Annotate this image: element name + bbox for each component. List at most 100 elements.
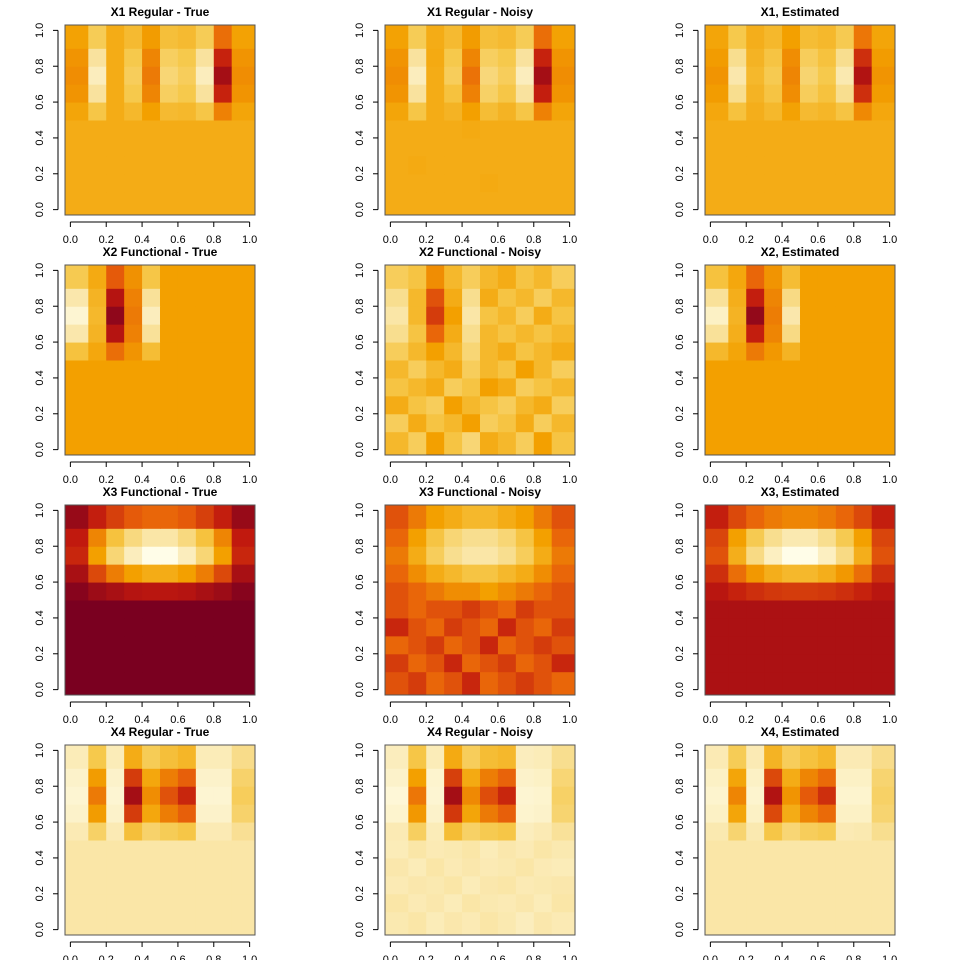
heat-cell xyxy=(817,635,837,655)
heat-cell xyxy=(106,395,125,415)
heat-cell xyxy=(853,582,873,601)
x-tick-label: 0.0 xyxy=(703,234,718,246)
x-tick-label: 0.8 xyxy=(206,234,221,246)
heat-cell xyxy=(88,155,107,175)
heat-cell xyxy=(88,265,107,289)
heat-cell xyxy=(871,360,896,379)
heat-cell xyxy=(746,191,765,216)
heat-cell xyxy=(480,546,499,565)
heat-cell xyxy=(705,653,729,673)
heat-cell xyxy=(480,911,499,936)
panel-title: X2 Functional - True xyxy=(103,245,218,259)
heat-cell xyxy=(853,893,873,913)
heat-cell xyxy=(533,671,553,696)
heat-cell xyxy=(764,155,783,175)
heat-cell xyxy=(835,911,855,936)
heat-cell xyxy=(65,671,89,696)
heat-cell xyxy=(177,173,197,193)
heat-cell xyxy=(195,288,215,307)
heat-cell xyxy=(835,155,855,175)
heat-cell xyxy=(231,102,256,121)
heat-cell xyxy=(480,102,499,121)
heat-cell xyxy=(160,911,179,936)
heat-cell xyxy=(195,582,215,601)
y-tick-label: 0.0 xyxy=(354,442,366,457)
x-tick-label: 0.4 xyxy=(454,714,469,726)
heat-cell xyxy=(213,66,233,85)
heat-cell xyxy=(480,528,499,547)
heat-cell xyxy=(764,768,783,787)
heat-cell xyxy=(462,155,481,175)
heat-cell xyxy=(142,745,161,769)
heat-cell xyxy=(746,822,765,841)
heat-cell xyxy=(705,306,729,325)
heat-cell xyxy=(231,840,256,859)
heat-cell xyxy=(65,84,89,103)
heat-cell xyxy=(782,48,801,67)
heat-cell xyxy=(88,875,107,895)
heat-cell xyxy=(124,173,143,193)
x-tick-label: 0.2 xyxy=(419,234,434,246)
y-tick-label: 0.0 xyxy=(674,682,686,697)
heat-cell xyxy=(817,617,837,637)
heat-cell xyxy=(515,635,535,655)
plot-frame xyxy=(384,264,576,456)
heat-cell xyxy=(195,324,215,343)
heat-cell xyxy=(426,786,445,805)
heat-cell xyxy=(177,745,197,769)
heat-cell xyxy=(213,617,233,637)
heat-cell xyxy=(160,768,179,787)
heat-cell xyxy=(728,395,747,415)
heat-cell xyxy=(408,288,427,307)
heat-cell xyxy=(728,505,747,529)
heat-cell xyxy=(65,25,89,49)
heat-cell xyxy=(551,137,576,157)
heat-cell xyxy=(462,306,481,325)
heat-cell xyxy=(177,804,197,823)
heat-cell xyxy=(705,857,729,877)
heat-cell xyxy=(764,635,783,655)
plot-frame xyxy=(384,24,576,216)
heat-cell xyxy=(106,600,125,619)
heat-cell xyxy=(551,840,576,859)
heat-cell xyxy=(800,342,819,361)
heat-cell xyxy=(746,120,765,139)
heat-cell xyxy=(705,191,729,216)
heat-cell xyxy=(871,173,896,193)
y-tick-label: 0.8 xyxy=(34,299,46,314)
heat-cell xyxy=(124,84,143,103)
heat-cell xyxy=(195,173,215,193)
heat-cell xyxy=(213,191,233,216)
heat-cell xyxy=(385,528,409,547)
heat-cell xyxy=(195,786,215,805)
heat-cell xyxy=(764,840,783,859)
heat-cell xyxy=(480,582,499,601)
heat-cell xyxy=(782,600,801,619)
heat-cell xyxy=(800,745,819,769)
heat-cell xyxy=(444,173,463,193)
heat-cell xyxy=(853,745,873,769)
heat-cell xyxy=(231,66,256,85)
y-tick-label: 0.2 xyxy=(674,166,686,181)
heat-cell xyxy=(408,653,427,673)
heat-cell xyxy=(65,564,89,583)
heat-cell xyxy=(160,671,179,696)
heat-cell xyxy=(497,120,517,139)
heat-cell xyxy=(800,288,819,307)
x-tick-label: 0.0 xyxy=(383,714,398,726)
heat-cell xyxy=(533,822,553,841)
heat-cell xyxy=(408,505,427,529)
heat-cell xyxy=(705,120,729,139)
heat-cell xyxy=(177,840,197,859)
x-tick-label: 0.8 xyxy=(526,714,541,726)
heat-cell xyxy=(551,875,576,895)
heat-cell xyxy=(213,582,233,601)
heat-cell xyxy=(746,84,765,103)
heat-cell xyxy=(853,505,873,529)
heat-cell xyxy=(142,564,161,583)
heat-cell xyxy=(817,822,837,841)
heat-cell xyxy=(497,66,517,85)
heat-cell xyxy=(160,288,179,307)
heat-cell xyxy=(160,875,179,895)
y-tick-label: 0.0 xyxy=(674,922,686,937)
